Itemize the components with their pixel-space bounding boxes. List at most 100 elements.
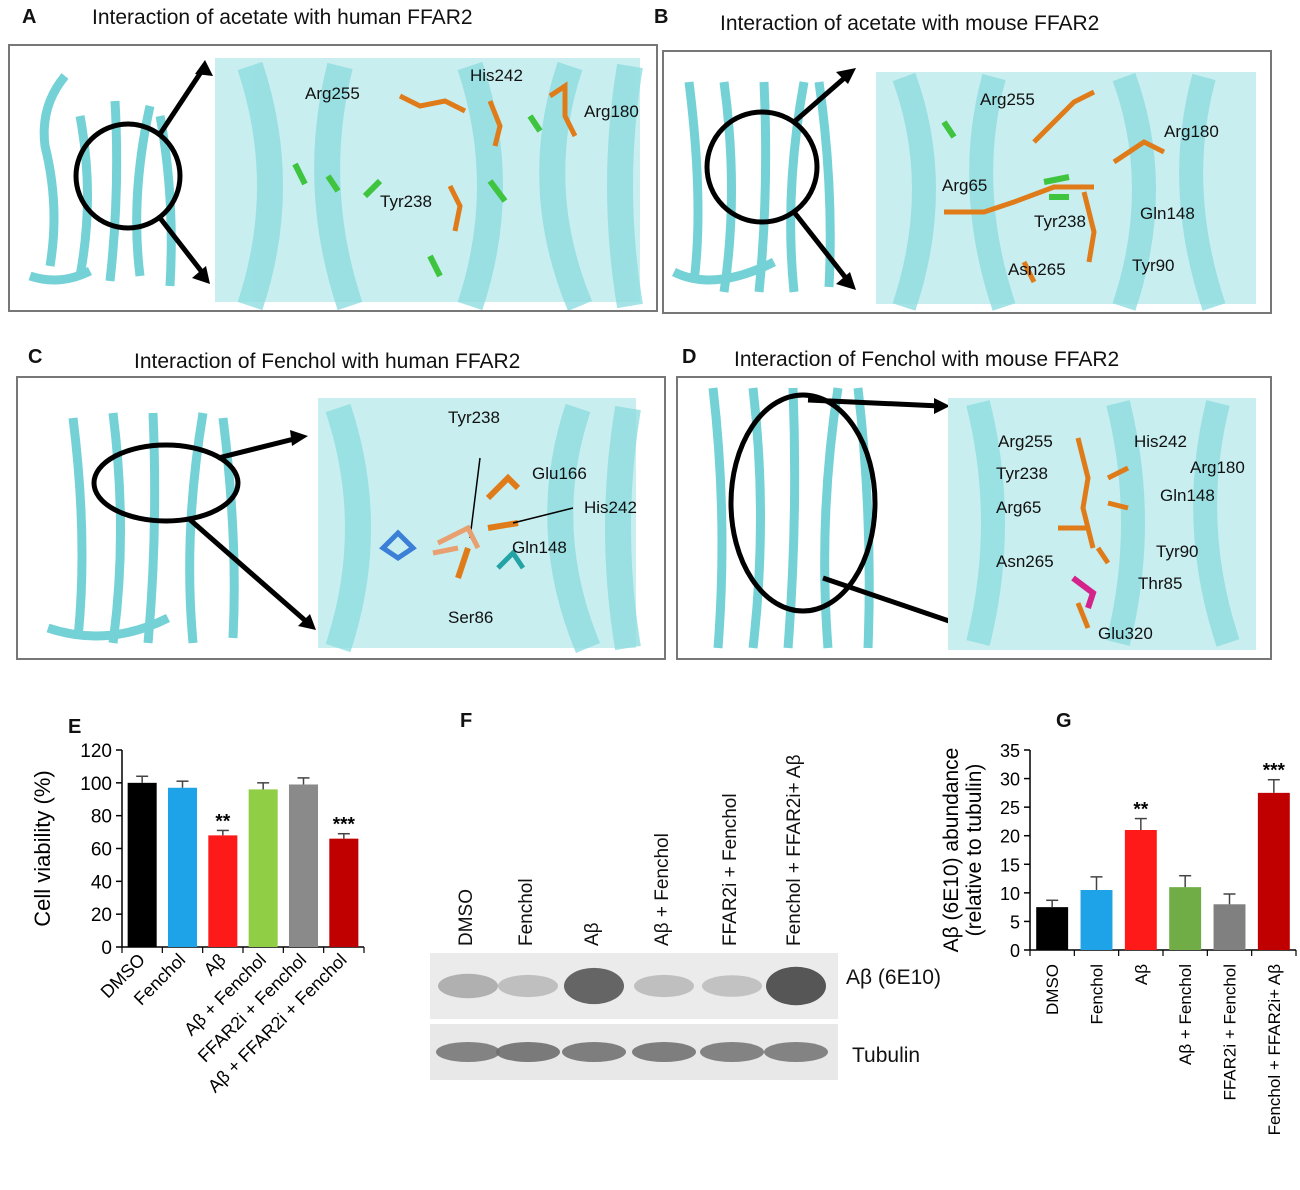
- panel-b-graphic: [664, 52, 1270, 312]
- zoom-arrow-bottom-a: [158, 216, 207, 278]
- focus-circle-b: [704, 109, 820, 225]
- panel-label-e: E: [68, 716, 82, 738]
- tubulin-band: [700, 1042, 764, 1062]
- residue-label: Asn265: [1008, 260, 1066, 279]
- panel-label-a: A: [22, 6, 37, 28]
- residues-b: [944, 89, 1166, 284]
- residue-label: Glu166: [532, 464, 587, 483]
- y-tick-label: 0: [101, 938, 112, 959]
- y-axis-label: Cell viability (%): [30, 770, 55, 926]
- ligands-b: [941, 120, 1070, 200]
- lane-label: FFAR2i + Fenchol: [720, 793, 741, 946]
- residue-label: Tyr238: [1034, 212, 1086, 231]
- panel-d-structure: Arg255 His242 Tyr238 Arg180 Gln148 Arg65…: [676, 376, 1272, 660]
- lane-label: Aβ + Fenchol: [652, 833, 673, 946]
- tubulin-band: [496, 1042, 560, 1062]
- ligands-a: [292, 114, 543, 278]
- tubulin-blot-strip: [430, 1024, 838, 1080]
- y-tick-label: 35: [1000, 741, 1020, 761]
- category-label: FFAR2i + Fenchol: [194, 950, 310, 1066]
- focus-ellipse-d: [728, 392, 878, 614]
- residue-label: Asn265: [996, 552, 1054, 571]
- tubulin-band: [562, 1042, 626, 1062]
- protein-overview-a: [28, 73, 176, 287]
- significance-mark: ***: [333, 815, 356, 836]
- category-label: Aβ: [1132, 964, 1151, 985]
- panel-title-c: Interaction of Fenchol with human FFAR2: [134, 350, 521, 373]
- bar: [1124, 830, 1157, 950]
- zoom-arrow-bottom-b: [792, 210, 851, 284]
- residue-label: Arg180: [584, 102, 639, 121]
- panel-title-d: Interaction of Fenchol with mouse FFAR2: [734, 348, 1120, 371]
- bar: [1213, 904, 1246, 950]
- bar: [208, 835, 238, 947]
- zoom-arrow-top-a: [157, 64, 208, 136]
- panel-c-graphic: [18, 378, 664, 658]
- significance-mark: **: [1133, 800, 1148, 821]
- band-label-abeta: Aβ (6E10): [846, 966, 941, 989]
- panel-label-d: D: [682, 346, 697, 368]
- residue-label: Tyr238: [996, 464, 1048, 483]
- residues-c: [455, 473, 521, 579]
- residue-label: Arg65: [996, 498, 1042, 517]
- panel-label-b: B: [654, 6, 669, 28]
- y-tick-label: 10: [1000, 884, 1020, 904]
- bar: [1080, 890, 1113, 950]
- abeta-band: [702, 975, 762, 997]
- residues-a: [398, 81, 578, 232]
- residue-label: His242: [470, 66, 523, 85]
- category-label: DMSO: [1043, 964, 1062, 1015]
- y-tick-label: 120: [80, 741, 112, 762]
- residue-label: Gln148: [512, 538, 567, 557]
- residue-label: Gln148: [1140, 204, 1195, 223]
- tubulin-band: [764, 1042, 828, 1062]
- residues-d: [1058, 437, 1130, 629]
- category-label: Aβ: [200, 950, 230, 980]
- lane-label: Fenchol: [516, 878, 537, 946]
- panel-a-graphic: [10, 46, 656, 310]
- bar: [1257, 792, 1290, 950]
- residue-label: Ser86: [448, 608, 494, 627]
- category-label: Aβ + FFAR2i + Fenchol: [204, 950, 351, 1097]
- lane-label: Fenchol + FFAR2i+ Aβ: [784, 754, 805, 946]
- focus-ellipse-c: [91, 442, 241, 524]
- panel-label-c: C: [28, 346, 43, 368]
- abeta-blot-strip: [430, 953, 838, 1019]
- y-tick-label: 5: [1010, 912, 1020, 932]
- zoom-arrow-top-d: [807, 397, 941, 409]
- residue-label: Arg65: [942, 176, 988, 195]
- abeta-band: [498, 974, 558, 998]
- significance-mark: ***: [1263, 761, 1286, 782]
- y-tick-label: 25: [1000, 798, 1020, 818]
- significance-mark: **: [215, 811, 230, 832]
- category-label: Fenchol: [130, 950, 189, 1009]
- category-label: DMSO: [97, 950, 149, 1002]
- protein-overview-b: [671, 81, 835, 293]
- y-tick-label: 20: [1000, 827, 1020, 847]
- panel-b-structure: Arg255 Arg180 Arg65 Tyr238 Gln148 Asn265…: [662, 50, 1272, 314]
- bar: [127, 782, 157, 947]
- y-axis-label: Aβ (6E10) abundance(relative to tubulin): [940, 748, 986, 953]
- y-tick-label: 80: [91, 807, 112, 828]
- tubulin-band: [436, 1042, 500, 1062]
- abeta-band: [438, 973, 498, 999]
- residue-label: Gln148: [1160, 486, 1215, 505]
- ligands-c: [432, 524, 481, 556]
- y-tick-label: 60: [91, 840, 112, 861]
- y-tick-label: 100: [80, 774, 112, 795]
- panel-a-structure: Arg255 His242 Arg180 Tyr238: [8, 44, 658, 312]
- residue-label: Tyr238: [380, 192, 432, 211]
- residue-label: Arg255: [998, 432, 1053, 451]
- residue-label: Thr85: [1138, 574, 1183, 593]
- panel-label-f: F: [460, 710, 473, 732]
- zoom-arrow-top-b: [792, 72, 851, 124]
- abeta-band: [766, 966, 826, 1006]
- bar: [1036, 907, 1069, 950]
- abeta-band: [634, 974, 694, 998]
- residue-label: His242: [584, 498, 637, 517]
- zoom-arrow-top-c: [217, 435, 299, 461]
- residue-label: His242: [1134, 432, 1187, 451]
- category-label: FFAR2i + Fenchol: [1221, 964, 1240, 1101]
- bar: [288, 784, 319, 947]
- category-label: Aβ + Fenchol: [1176, 964, 1195, 1065]
